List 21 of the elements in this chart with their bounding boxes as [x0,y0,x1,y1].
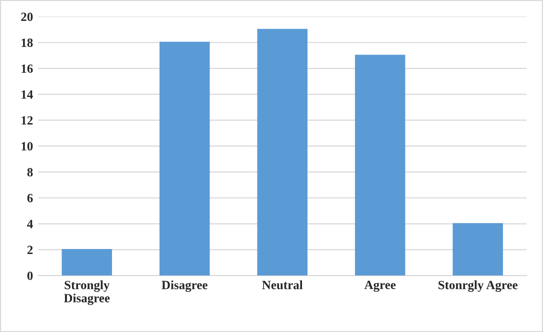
y-tick-label: 16 [22,64,33,73]
bar [62,248,112,276]
y-tick-label: 4 [27,220,33,228]
x-tick-label: Neutral [262,280,303,290]
y-tick-label: 0 [27,272,33,280]
y-tick-label: 6 [27,194,33,202]
bar [257,28,308,276]
x-tick-label: Disagree [162,280,208,292]
x-tick-label: Stonrgly Agree [438,280,518,292]
bar [159,42,210,276]
y-tick-label: 2 [27,246,33,254]
y-tick-label: 20 [21,12,33,22]
y-tick-label: 10 [22,142,33,151]
x-tick-label: Agree [364,280,396,292]
y-tick-label: 8 [27,168,33,176]
y-tick-label: 12 [22,116,33,125]
y-tick-label: 18 [22,38,33,47]
x-tick-label: Strongly Disagree [64,280,110,306]
bar [452,223,503,276]
bar [354,54,406,276]
y-tick-label: 14 [22,90,33,99]
